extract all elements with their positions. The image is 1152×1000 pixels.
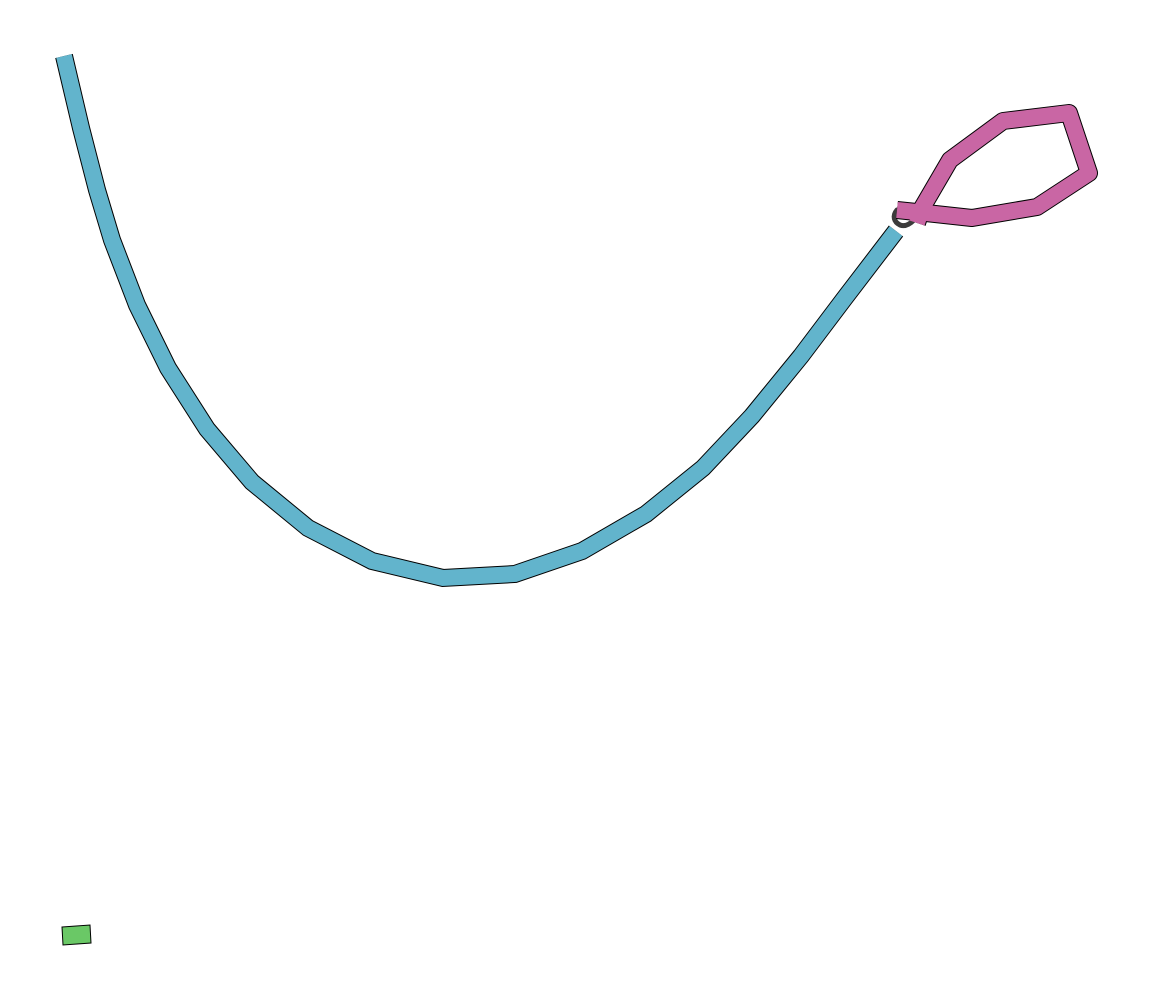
pink-segment	[896, 104, 1098, 227]
pink-segment-fill	[896, 105, 1097, 226]
blue-segment-fill	[56, 54, 903, 587]
green-segment	[61, 924, 92, 946]
dark-connector	[891, 207, 917, 229]
blue-segment	[55, 53, 904, 588]
blue-segment-outline	[55, 53, 904, 588]
green-segment-block	[61, 924, 92, 946]
